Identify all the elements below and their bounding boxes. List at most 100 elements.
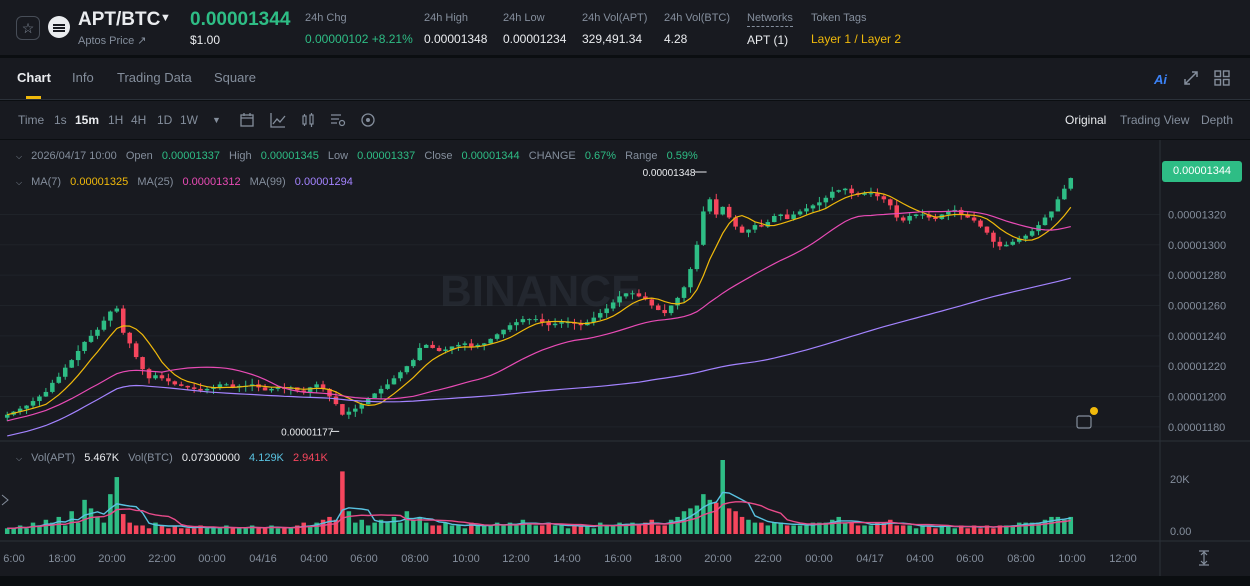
current-price-tag: 0.00001344 (1162, 161, 1242, 182)
candle-body (946, 211, 951, 215)
candle-body (701, 211, 706, 245)
candle-body (630, 293, 635, 295)
timeframe-4h[interactable]: 4H (131, 113, 147, 127)
expand-icon[interactable] (1183, 70, 1199, 86)
candle-body (62, 367, 68, 377)
candle-body (965, 214, 970, 218)
candle-body (662, 310, 667, 314)
view-original[interactable]: Original (1065, 113, 1107, 127)
volume-bar (282, 528, 287, 534)
candle-body (971, 217, 977, 221)
calendar-icon[interactable] (239, 112, 255, 128)
settings-list-icon[interactable] (330, 112, 346, 128)
x-tick-label: 18:00 (48, 553, 76, 565)
timeframe-1w[interactable]: 1W (180, 113, 198, 127)
candle-body (552, 323, 558, 326)
candle-body (95, 329, 100, 336)
candle-body (694, 244, 700, 270)
volume-bar (353, 522, 358, 534)
stat-label: 24h Vol(APT) (582, 12, 648, 24)
volume-bar (984, 525, 990, 534)
coin-info-link[interactable]: Aptos Price ↗ (78, 35, 147, 47)
x-tick-label: 04:00 (300, 553, 328, 565)
stat-value: 0.00001234 (503, 32, 567, 46)
pair-selector[interactable]: APT/BTC (78, 9, 161, 30)
price-usd: $1.00 (190, 33, 221, 47)
volume-bar (320, 519, 326, 534)
timeframe-1s[interactable]: 1s (54, 113, 67, 127)
candle-body (772, 215, 777, 223)
x-tick-label: 10:00 (452, 553, 480, 565)
volume-bar (449, 525, 455, 534)
timeframe-time[interactable]: Time (18, 113, 45, 127)
candlestick-chart-svg[interactable]: 0.00001320 0.00001300 0.00001280 0.00001260… (0, 140, 1250, 576)
legend-high-label: High (229, 150, 252, 162)
timeframe-1d[interactable]: 1D (157, 113, 173, 127)
candle-body (314, 384, 319, 388)
favorite-star-icon[interactable]: ☆ (16, 16, 40, 40)
volume-bar (179, 528, 184, 534)
view-depth[interactable]: Depth (1201, 113, 1234, 127)
timeframe-15m[interactable]: 15m (75, 113, 100, 127)
tab-chart[interactable]: Chart (17, 70, 51, 85)
volume-bar (559, 525, 564, 534)
stat-token-tags: Token Tags Layer 1 / Layer 2 (811, 12, 901, 46)
vol-apt-value: 5.467K (84, 452, 120, 464)
candle-body (714, 199, 719, 215)
volume-bar (114, 477, 120, 534)
volume-bar (946, 525, 951, 534)
candle-body (733, 217, 738, 227)
volume-bar (243, 528, 248, 534)
indicator-icon[interactable] (270, 112, 286, 128)
volume-bar (82, 499, 87, 534)
timeframe-1h[interactable]: 1H (108, 113, 124, 127)
tab-square[interactable]: Square (214, 70, 256, 85)
candle-body (204, 388, 210, 391)
volume-bar (939, 525, 945, 534)
candle-body (333, 396, 339, 405)
legend-dropdown-icon[interactable]: ⌵ (16, 454, 23, 463)
view-tradingview[interactable]: Trading View (1120, 113, 1190, 127)
target-icon[interactable] (360, 112, 376, 128)
timeframe-dropdown-icon[interactable]: ▼ (212, 115, 221, 125)
volume-bar (797, 525, 803, 534)
volume-bar (778, 522, 783, 534)
ma-legend: ⌵ MA(7) 0.00001325 MA(25) 0.00001312 MA(… (16, 176, 359, 188)
volume-bar (346, 511, 352, 534)
volume-bar (237, 528, 242, 534)
candle-body (888, 199, 893, 206)
candle-body (636, 293, 642, 297)
candle-body (417, 347, 423, 361)
volume-bar (604, 525, 609, 534)
candle-body (817, 202, 822, 206)
candle-body (114, 308, 120, 312)
x-tick-label: 06:00 (350, 553, 378, 565)
candle-body (875, 193, 880, 197)
volume-bar (552, 525, 558, 534)
legend-date: 2026/04/17 10:00 (31, 150, 117, 162)
volume-bar (539, 525, 545, 534)
tab-info[interactable]: Info (72, 70, 94, 85)
token-tag-link[interactable]: Layer 1 / Layer 2 (811, 32, 902, 46)
volume-bar (204, 528, 210, 534)
candle-body (991, 232, 996, 242)
legend-dropdown-icon[interactable]: ⌵ (16, 152, 23, 161)
ai-button[interactable]: Ai (1154, 72, 1167, 87)
price-chart[interactable]: 0.00001320 0.00001300 0.00001280 0.00001260… (0, 140, 1250, 576)
candle-body (978, 220, 983, 227)
volume-bar (327, 516, 332, 534)
candle-type-icon[interactable] (300, 112, 316, 128)
candle-body (623, 293, 629, 297)
caret-down-icon[interactable]: ▼ (160, 12, 171, 24)
tab-trading-data[interactable]: Trading Data (117, 70, 192, 85)
legend-close-label: Close (424, 150, 453, 162)
volume-bar (958, 525, 964, 534)
aptos-logo-icon (48, 16, 70, 38)
ma99-label: MA(99) (249, 176, 286, 188)
stat-networks[interactable]: Networks APT (1) (747, 12, 793, 47)
legend-dropdown-icon[interactable]: ⌵ (16, 178, 23, 187)
volume-bar (75, 522, 81, 534)
volume-bar (1062, 519, 1067, 534)
layout-grid-icon[interactable] (1214, 70, 1230, 86)
candle-body (372, 393, 377, 399)
